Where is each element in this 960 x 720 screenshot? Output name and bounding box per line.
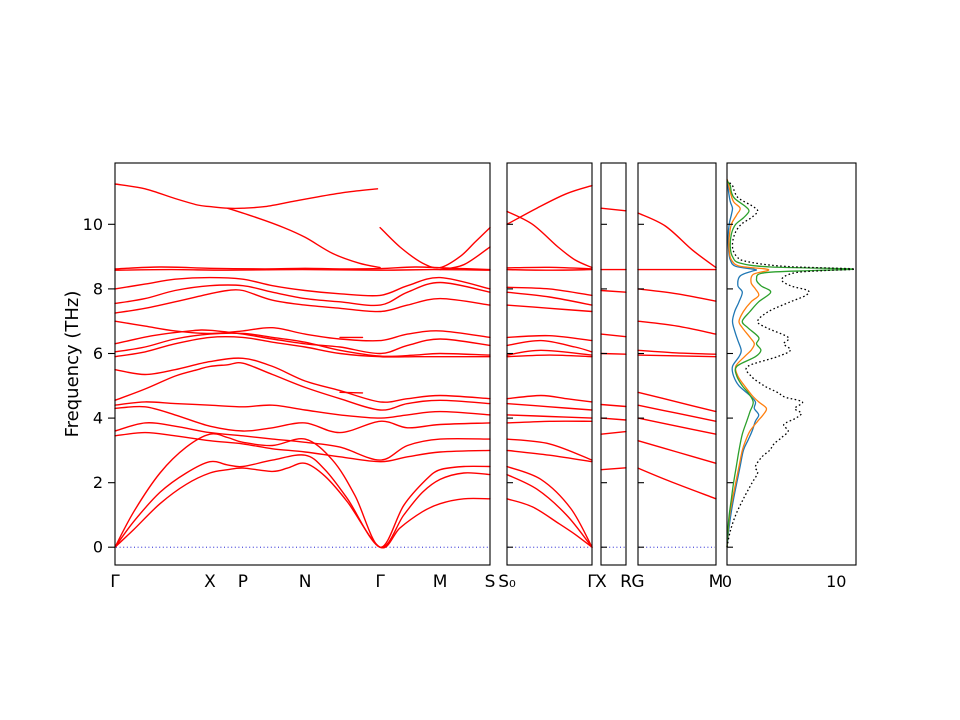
- y-tick-label: 4: [93, 409, 103, 428]
- phonon-band: [114, 335, 491, 358]
- phonon-band: [114, 357, 491, 403]
- y-tick-label: 2: [93, 473, 103, 492]
- panel-s0-gamma: S₀ Γ: [498, 162, 597, 592]
- phonon-band: [114, 431, 491, 463]
- phonon-band: [506, 473, 593, 548]
- phonon-band: [506, 334, 593, 342]
- phonon-band: [506, 210, 593, 269]
- x-tick-label: Γ: [110, 572, 120, 592]
- phonon-band: [114, 276, 491, 297]
- phonon-band: [114, 329, 491, 355]
- phonon-band: [114, 422, 491, 461]
- phonon-band: [600, 467, 627, 471]
- x-tick-label: X: [204, 572, 216, 592]
- phonon-band: [379, 226, 491, 269]
- phonon-band: [114, 401, 491, 419]
- phonon-band: [600, 289, 627, 293]
- dos-x-tick-label: 0: [722, 572, 732, 591]
- phonon-band: [637, 354, 717, 358]
- x-tick-label: X: [595, 572, 607, 592]
- phonon-band: [600, 333, 627, 338]
- axes-frame: [114, 162, 491, 566]
- phonon-band: [506, 449, 593, 463]
- panel-dos: 0 10: [722, 162, 857, 591]
- phonon-band: [506, 402, 593, 411]
- phonon-band: [506, 438, 593, 461]
- x-tick-label: G: [631, 572, 644, 592]
- phonon-band: [637, 467, 717, 500]
- phonon-band: [114, 454, 491, 548]
- axes-frame: [600, 162, 627, 566]
- y-tick-label: 0: [93, 538, 103, 557]
- x-tick-label: S₀: [498, 572, 516, 592]
- phonon-band: [637, 404, 717, 422]
- phonon-band: [506, 304, 593, 313]
- phonon-band: [114, 320, 491, 342]
- x-tick-label: M: [433, 572, 448, 592]
- phonon-band: [506, 414, 593, 419]
- x-tick-label: N: [299, 572, 312, 592]
- x-tick-label: M: [709, 572, 724, 592]
- x-tick-label: R: [620, 572, 632, 592]
- y-axis-label: Frequency (THz): [62, 291, 83, 438]
- phonon-band: [506, 420, 593, 424]
- phonon-band: [506, 394, 593, 403]
- x-tick-label: Γ: [375, 572, 385, 592]
- phonon-band: [114, 405, 491, 434]
- axes-frame: [637, 162, 717, 566]
- phonon-band: [637, 212, 717, 269]
- dos-curve-pdos-blue: [726, 178, 760, 548]
- phonon-band: [600, 430, 627, 435]
- phonon-band: [637, 417, 717, 435]
- phonon-band: [114, 288, 491, 314]
- phonon-band: [506, 349, 593, 356]
- phonon-band: [506, 354, 593, 358]
- phonon-band: [600, 403, 627, 408]
- x-tick-label: Γ: [587, 572, 597, 592]
- y-tick-label: 8: [93, 279, 103, 298]
- x-tick-label: S: [485, 572, 496, 592]
- phonon-band: [600, 207, 627, 212]
- y-tick-label: 10: [83, 215, 103, 234]
- phonon-band: [506, 286, 593, 297]
- dos-curve-pdos-green: [726, 180, 854, 548]
- phonon-band: [637, 391, 717, 413]
- phonon-band: [637, 440, 717, 464]
- phonon-band: [339, 391, 364, 394]
- phonon-band: [439, 246, 491, 271]
- phonon-band: [637, 288, 717, 302]
- axes-frame: [506, 162, 593, 566]
- phonon-band: [114, 183, 379, 210]
- dos-curve-pdos-orange: [726, 178, 770, 548]
- dos-curve-total-dos: [726, 180, 856, 548]
- x-tick-label: P: [238, 572, 248, 592]
- phonon-band: [506, 266, 593, 270]
- dos-x-tick-label: 10: [826, 572, 846, 591]
- phonon-band: [506, 184, 593, 225]
- phonon-band: [226, 207, 381, 269]
- phonon-band: [506, 465, 593, 548]
- phonon-band: [637, 320, 717, 335]
- phonon-band: [114, 281, 491, 307]
- phonon-band: [506, 268, 593, 271]
- phonon-band: [114, 332, 491, 358]
- y-tick-label: 6: [93, 344, 103, 363]
- phonon-band: [114, 433, 491, 548]
- phonon-band: [114, 362, 491, 411]
- phonon-band: [506, 291, 593, 306]
- phonon-band: [506, 339, 593, 353]
- axes-frame: [726, 162, 857, 566]
- phonon-band: [506, 498, 593, 548]
- phonon-band: [114, 462, 491, 549]
- phonon-band: [114, 268, 491, 271]
- panel-main-path: 0 2 4 6 8 10 Γ X P N Γ M S: [83, 162, 496, 592]
- phonon-band: [637, 349, 717, 355]
